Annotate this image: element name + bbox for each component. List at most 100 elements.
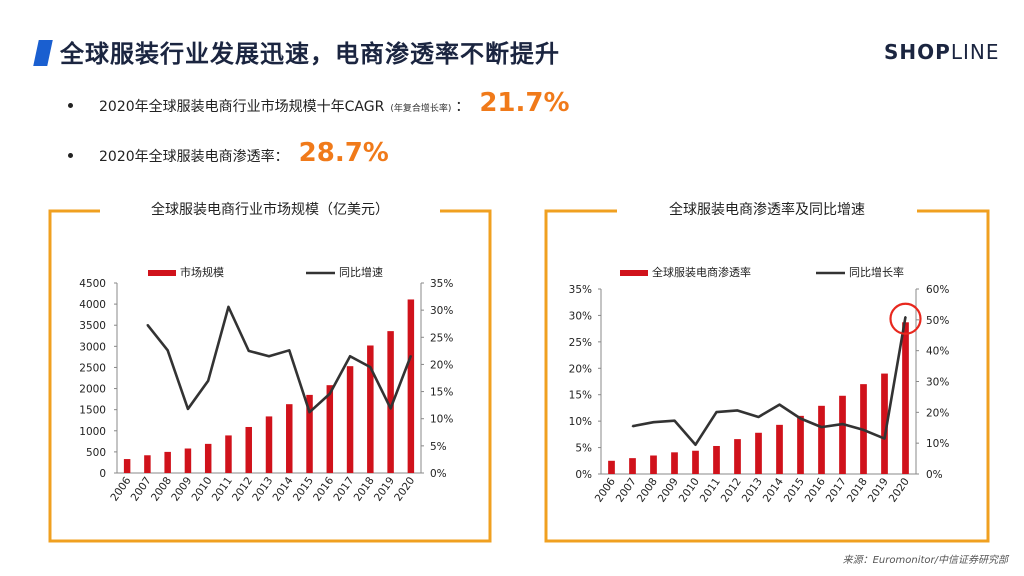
bar [306,394,313,473]
bar [734,439,741,474]
y-tick-right: 15% [430,387,453,399]
bar [204,443,212,473]
line-point [736,409,739,412]
line-point [652,421,655,424]
y-tick-right: 0% [926,469,943,481]
y-tick-right: 0% [430,468,447,480]
chart-frame [48,209,492,543]
line-point [862,429,865,431]
bullet-value: 21.7% [479,88,570,118]
bar [818,405,825,474]
x-tick-label: 2012 [719,476,744,505]
growth-line [146,305,413,414]
line-point [369,366,372,368]
line-point [308,411,311,414]
line-point [715,411,718,413]
x-tick-label: 2016 [803,476,828,505]
bullet-penetration: 2020年全球服装电商渗透率： 28.7% [68,138,389,168]
x-tick-label: 2011 [698,476,723,505]
y-tick-left: 4000 [79,299,106,311]
x-tick-label: 2007 [129,475,154,504]
bar [902,322,909,474]
bar [367,345,374,473]
chart-title: 全球服装电商渗透率及同比增速 [669,201,865,218]
line-point [329,392,331,395]
bullet-text: 2020年全球服装电商渗透率： [99,149,289,165]
bar [713,445,720,474]
bar [671,452,678,474]
bullet-text: 2020年全球服装电商行业市场规模十年CAGR [99,99,385,115]
x-tick-label: 2008 [635,476,660,505]
y-tick-left: 5% [575,443,592,455]
y-tick-right: 5% [430,441,447,453]
chart-frame [544,209,990,543]
logo-main: SHOP [884,40,951,64]
y-tick-left: 2000 [79,384,106,396]
bar [144,455,151,473]
y-tick-left: 1500 [79,405,106,417]
page-title: 全球服装行业发展迅速，电商渗透率不断提升 [60,40,560,68]
bar [164,451,171,473]
x-tick-label: 2020 [392,475,417,504]
y-tick-right: 20% [926,407,949,419]
x-tick-label: 2014 [271,475,296,504]
legend-line-label: 同比增长率 [849,265,904,279]
line-point [841,423,844,425]
x-tick-label: 2015 [782,476,807,505]
x-tick-label: 2013 [740,476,765,505]
legend-bar-label: 全球服装电商渗透率 [652,265,751,279]
y-tick-right: 40% [926,346,949,358]
line-point [288,349,291,352]
x-tick-label: 2017 [824,476,849,505]
x-tick-label: 2018 [352,475,377,504]
line-point [757,416,760,418]
x-tick-label: 2008 [149,475,174,504]
y-tick-left: 0 [99,468,106,480]
x-tick-label: 2016 [311,475,336,504]
line-point [778,403,781,406]
bar [225,435,232,473]
x-tick-label: 2010 [189,475,214,504]
x-tick-label: 2006 [593,476,618,505]
x-tick-label: 2017 [331,475,356,504]
bar [776,424,783,474]
bullet-note: (年复合增长率) [390,104,452,114]
bar [407,299,415,473]
y-tick-left: 25% [569,337,592,349]
bar [346,366,354,473]
bar [650,455,657,474]
bullet-dot [68,103,73,108]
bullet-dot [68,153,73,158]
legend-bar-swatch [148,270,176,276]
bar [692,450,699,474]
bar [265,416,273,473]
line-point [166,349,169,352]
y-tick-left: 15% [569,390,592,402]
bullet-cagr: 2020年全球服装电商行业市场规模十年CAGR (年复合增长率) ： 21.7% [68,88,570,118]
chart-title: 全球服装电商行业市场规模（亿美元） [151,201,389,218]
line-point [247,350,250,352]
line-point [820,426,823,428]
bar [245,426,252,473]
bar [881,373,888,474]
x-tick-label: 2013 [250,475,275,504]
line-point [904,315,907,318]
bar [286,404,293,473]
y-tick-right: 10% [926,438,949,450]
y-tick-left: 0% [575,469,592,481]
brand-logo: SHOPLINE [884,40,999,64]
x-tick-label: 2007 [614,476,639,505]
bar [797,415,804,474]
line-point [207,379,209,382]
bar [123,459,131,473]
bar [326,385,334,473]
bullet-value: 28.7% [298,138,389,168]
bar [755,432,762,474]
line-point [694,443,697,446]
x-tick-label: 2020 [887,476,912,505]
x-tick-label: 2019 [866,476,891,505]
y-tick-right: 30% [430,305,453,317]
growth-line [632,316,907,447]
line-point [673,419,676,422]
legend-line-label: 同比增速 [339,265,383,279]
